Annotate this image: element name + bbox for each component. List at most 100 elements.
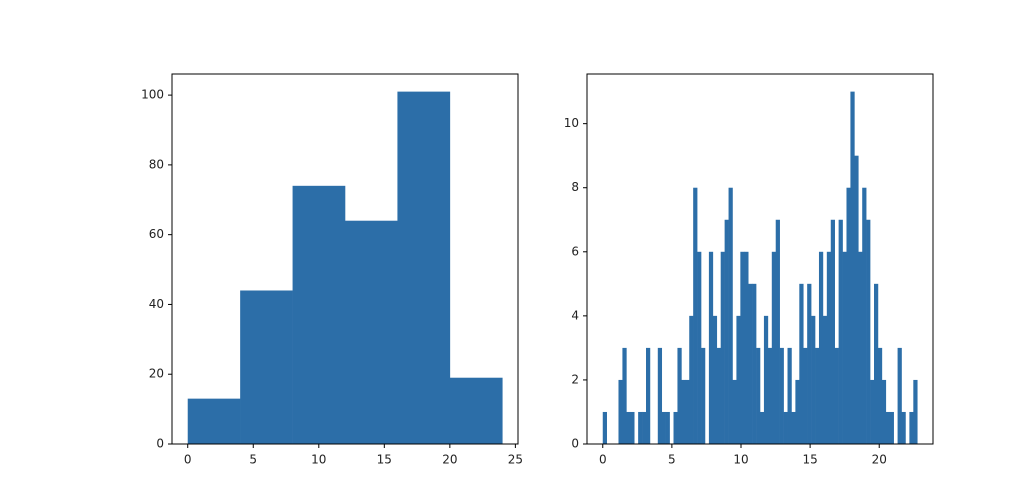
bar xyxy=(618,379,623,444)
bar xyxy=(736,315,741,444)
x-tick-label: 20 xyxy=(442,453,457,467)
x-tick-label: 0 xyxy=(184,453,192,467)
bar xyxy=(187,398,241,444)
bar xyxy=(449,377,503,444)
bar xyxy=(677,347,682,444)
bar xyxy=(693,187,698,444)
bar xyxy=(779,347,784,444)
x-tick-label: 10 xyxy=(311,453,326,467)
y-tick-label: 40 xyxy=(149,297,164,311)
bar xyxy=(795,379,800,444)
bar xyxy=(854,155,859,445)
bar xyxy=(811,315,816,444)
bar xyxy=(657,347,663,444)
bar xyxy=(622,347,627,444)
y-tick-label: 2 xyxy=(571,372,579,386)
bar xyxy=(673,411,678,444)
y-tick-label: 4 xyxy=(571,308,579,322)
bar xyxy=(748,283,753,444)
bar xyxy=(712,315,718,444)
bar xyxy=(685,379,690,444)
bar xyxy=(771,251,777,444)
y-tick-label: 8 xyxy=(571,180,579,194)
bar xyxy=(744,251,749,444)
axes-frame xyxy=(171,73,519,445)
bar xyxy=(740,251,745,444)
bar xyxy=(842,251,847,444)
bar xyxy=(665,411,670,444)
bar xyxy=(240,290,293,444)
bar xyxy=(873,283,879,444)
y-tick-label: 10 xyxy=(564,116,579,130)
bar xyxy=(897,347,902,444)
bar xyxy=(689,315,694,444)
bar xyxy=(646,347,651,444)
x-tick-label: 15 xyxy=(802,453,817,467)
bar xyxy=(716,347,721,444)
bar xyxy=(697,251,702,444)
bar xyxy=(783,411,788,444)
bar xyxy=(708,251,714,444)
bar xyxy=(345,220,398,444)
bar xyxy=(720,251,725,444)
y-tick-label: 20 xyxy=(149,367,164,381)
bar xyxy=(661,411,666,444)
bar xyxy=(791,411,796,444)
bar xyxy=(862,187,867,444)
bar xyxy=(870,379,875,444)
x-tick-label: 25 xyxy=(508,453,523,467)
bar xyxy=(775,219,780,444)
bar xyxy=(858,251,863,444)
y-tick-label: 0 xyxy=(156,437,164,451)
bar xyxy=(822,315,828,444)
bar xyxy=(397,91,451,444)
bar xyxy=(701,347,706,444)
bar xyxy=(292,185,346,445)
bar xyxy=(838,219,843,444)
bar xyxy=(913,379,918,444)
bar xyxy=(807,283,812,444)
bar xyxy=(889,411,894,444)
bar xyxy=(799,283,804,444)
bar xyxy=(830,219,835,444)
x-tick-label: 20 xyxy=(872,453,887,467)
x-tick-label: 5 xyxy=(668,453,676,467)
bar xyxy=(602,411,607,444)
y-tick-label: 6 xyxy=(571,244,579,258)
y-tick-label: 60 xyxy=(149,227,164,241)
bar xyxy=(885,411,891,444)
bar xyxy=(752,283,757,444)
bar xyxy=(815,347,820,444)
bar xyxy=(826,251,832,444)
bar xyxy=(901,411,906,444)
bar xyxy=(846,187,851,444)
bar xyxy=(834,347,839,444)
x-tick-label: 15 xyxy=(377,453,392,467)
bar xyxy=(877,347,883,444)
bar xyxy=(866,219,871,444)
bar xyxy=(909,411,914,444)
bar xyxy=(638,411,643,444)
bar xyxy=(642,411,647,444)
bar xyxy=(787,347,792,444)
x-tick-label: 5 xyxy=(249,453,257,467)
bar xyxy=(760,411,765,444)
bar xyxy=(732,379,737,444)
bar xyxy=(626,411,631,444)
bar xyxy=(850,91,855,444)
bar xyxy=(818,251,824,444)
y-tick-label: 0 xyxy=(571,437,579,451)
bar xyxy=(881,379,887,444)
x-tick-label: 0 xyxy=(599,453,607,467)
y-tick-label: 80 xyxy=(149,157,164,171)
bar xyxy=(756,347,761,444)
bar xyxy=(728,187,733,444)
axes-frame xyxy=(586,73,934,445)
bar xyxy=(681,379,686,444)
bar xyxy=(630,411,635,444)
x-tick-label: 10 xyxy=(733,453,748,467)
bar xyxy=(767,347,773,444)
bar xyxy=(803,347,808,444)
bar xyxy=(763,315,769,444)
